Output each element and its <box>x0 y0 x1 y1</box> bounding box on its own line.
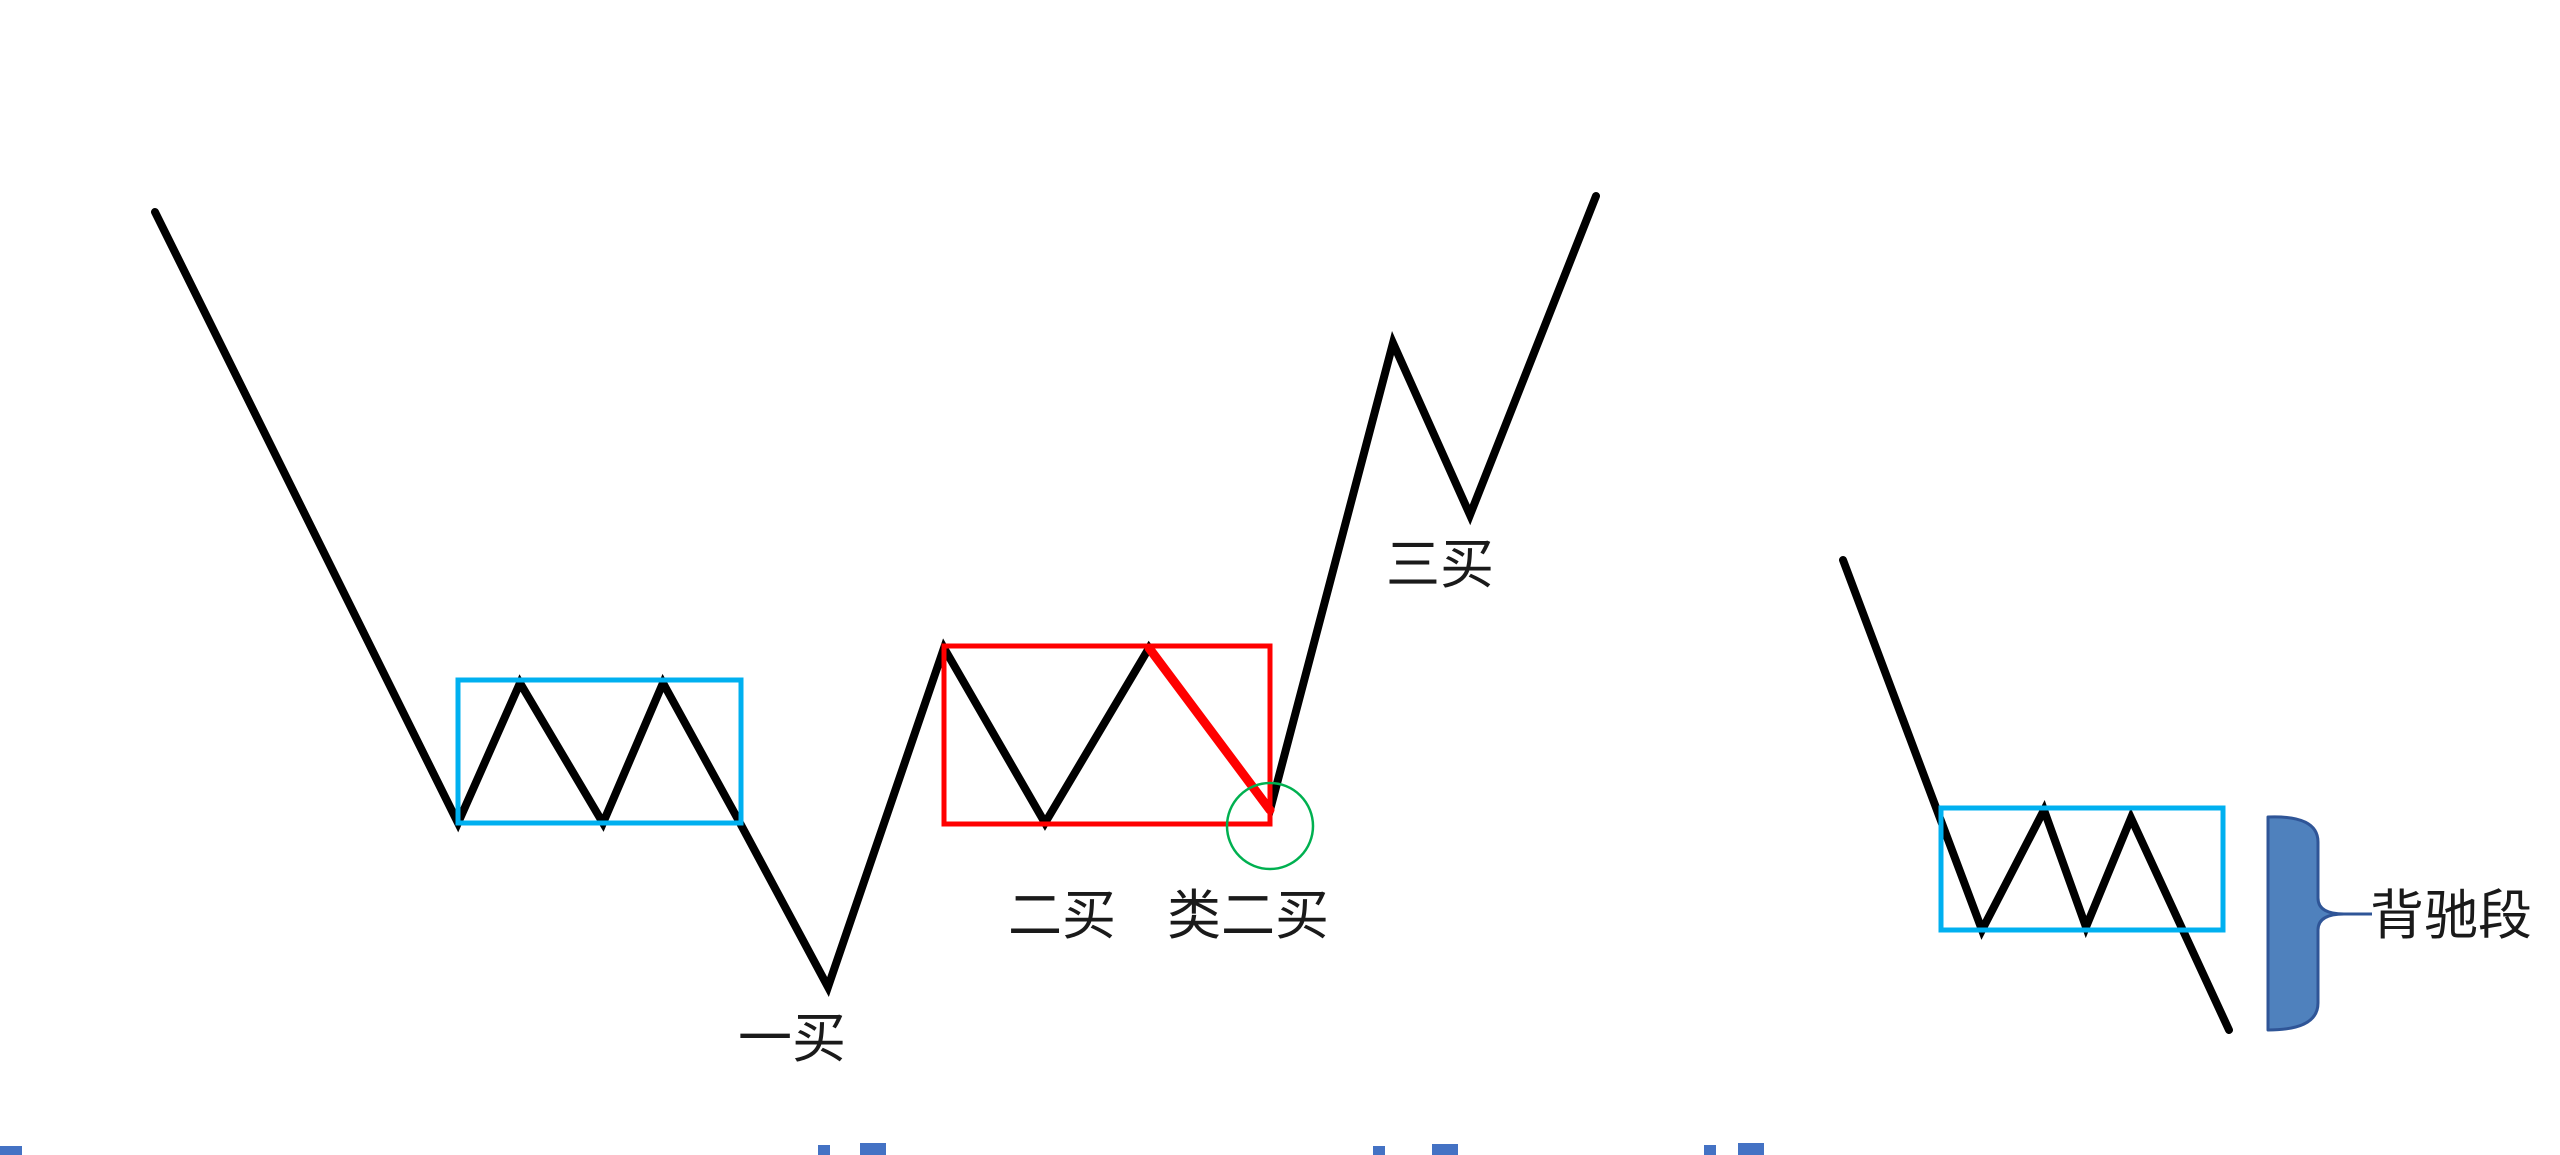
label-buy2-like: 类二买 <box>1167 884 1329 947</box>
main-price-path <box>151 192 1600 997</box>
bottom-cropped-text-fragments <box>0 1143 1764 1155</box>
label-buy1: 一买 <box>738 1007 846 1070</box>
second-buy-like-circle <box>1225 781 1315 871</box>
label-divergence: 背驰段 <box>2370 884 2532 947</box>
consolidation-zone-red <box>941 643 1273 827</box>
label-buy3: 三买 <box>1386 533 1494 596</box>
consolidation-zone-blue <box>455 677 744 826</box>
brace-icon <box>2266 815 2346 1032</box>
divergence-price-path <box>1839 556 2233 1034</box>
second-buy-like-segment <box>1144 643 1275 815</box>
label-buy2: 二买 <box>1008 884 1116 947</box>
divergence-zone-blue <box>1938 805 2226 933</box>
